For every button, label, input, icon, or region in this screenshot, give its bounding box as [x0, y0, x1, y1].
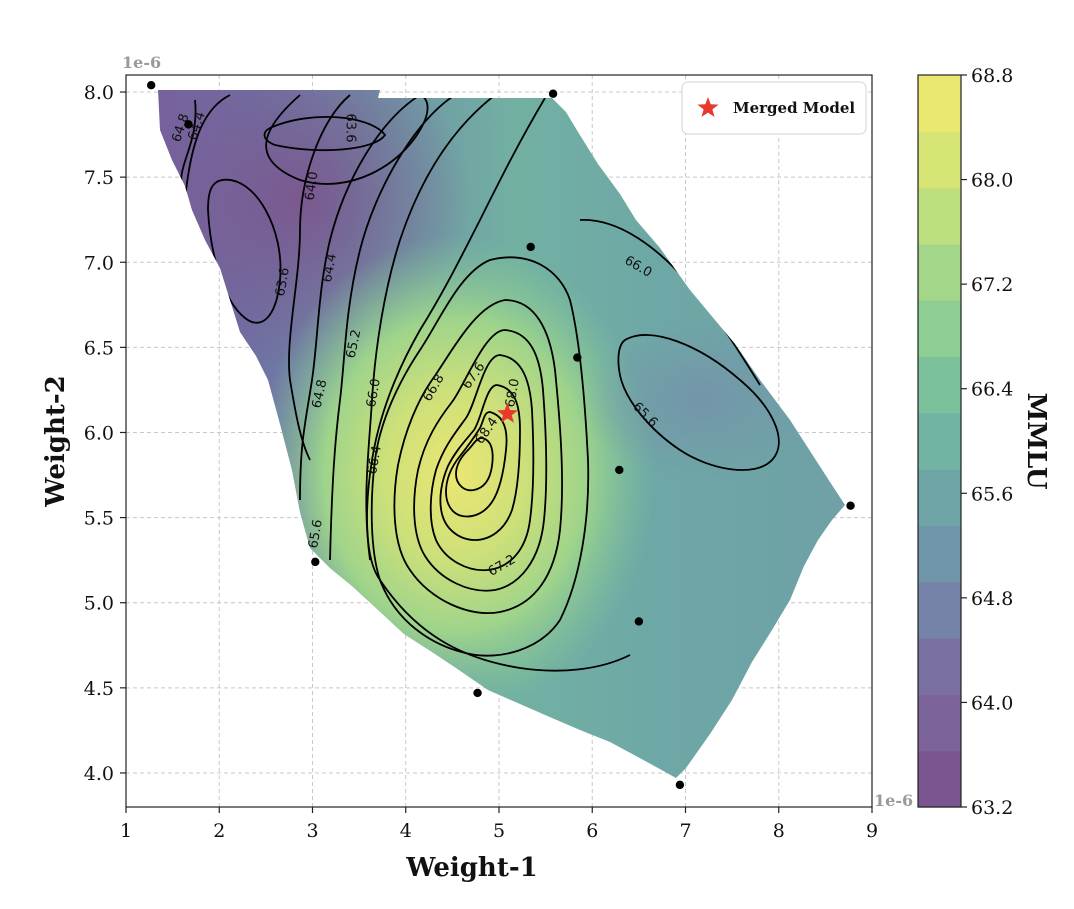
colorbar-tick-label: 67.2 — [971, 274, 1013, 296]
contour-label: 64.8 — [310, 378, 331, 409]
colorbar-tick-label: 68.8 — [971, 65, 1013, 87]
colorbar-band — [918, 525, 961, 583]
colorbar — [917, 74, 962, 808]
data-point — [548, 89, 558, 98]
data-point — [184, 120, 193, 129]
x-tick-label: 2 — [213, 820, 225, 842]
contour-line — [393, 299, 563, 614]
colorbar-band — [918, 581, 961, 639]
contour-line — [207, 178, 282, 324]
y-tick-label: 5.5 — [84, 508, 114, 530]
x-tick-label: 3 — [306, 820, 318, 842]
x-axis-ticks: 1 2 3 4 5 6 7 8 9 — [120, 807, 878, 842]
colorbar-band — [918, 356, 961, 414]
contour-label: 64.4 — [320, 252, 340, 283]
contour-line — [263, 116, 387, 152]
merged-model-star — [496, 402, 518, 423]
contour-label: 65.6 — [306, 518, 326, 549]
legend-star-icon — [697, 97, 719, 117]
data-points — [146, 81, 855, 790]
y-tick-label: 6.5 — [84, 337, 114, 359]
colorbar-tick-label: 64.0 — [971, 692, 1013, 714]
colorbar-tick-label: 66.4 — [971, 379, 1013, 401]
data-point — [473, 688, 482, 698]
colorbar-ticks: 63.2 64.0 64.8 65.6 66.4 67.2 68.0 68.8 — [961, 65, 1013, 819]
legend-label: Merged Model — [733, 99, 855, 117]
contour-line — [445, 411, 508, 518]
contour-lines — [180, 94, 780, 672]
y-tick-label: 5.0 — [84, 593, 114, 615]
x-tick-label: 7 — [679, 820, 691, 842]
x-tick-label: 4 — [400, 820, 412, 842]
data-point — [146, 81, 156, 90]
contour-fill-region — [158, 90, 845, 778]
colorbar-band — [918, 694, 961, 752]
contour-label: 65.2 — [344, 328, 365, 359]
contour-line — [439, 384, 521, 541]
contour-line — [429, 354, 535, 572]
merged-model-marker — [496, 402, 518, 423]
colorbar-band — [918, 187, 961, 245]
contour-line — [288, 94, 351, 461]
y-tick-label: 7.0 — [84, 252, 114, 274]
x-offset-label: 1e-6 — [874, 791, 913, 810]
colorbar-frame — [917, 74, 962, 808]
y-tick-label: 4.0 — [84, 763, 114, 785]
colorbar-band — [918, 243, 961, 301]
colorbar-tick-label: 64.8 — [971, 588, 1013, 610]
contour-line — [299, 94, 421, 501]
y-offset-label: 1e-6 — [122, 53, 161, 72]
contour-label: 66.0 — [364, 377, 384, 408]
colorbar-tick-label: 68.0 — [971, 170, 1013, 192]
data-point — [846, 501, 855, 510]
contour-label: 64.0 — [303, 171, 322, 202]
legend-box — [681, 81, 867, 135]
data-point — [526, 242, 535, 252]
y-axis-ticks: 4.0 4.5 5.0 5.5 6.0 6.5 7.0 7.5 8.0 — [84, 82, 126, 785]
contour-label: 66.4 — [365, 444, 385, 475]
colorbar-band — [918, 750, 961, 808]
y-tick-label: 4.5 — [84, 678, 114, 700]
data-point — [615, 465, 624, 475]
x-tick-label: 5 — [493, 820, 505, 842]
contour-line — [413, 329, 548, 592]
data-point — [634, 617, 644, 626]
colorbar-band — [918, 300, 961, 358]
colorbar-tick-label: 63.2 — [971, 797, 1013, 819]
colorbar-band — [918, 412, 961, 470]
x-tick-label: 6 — [586, 820, 598, 842]
contour-line — [366, 97, 631, 672]
colorbar-tick-label: 65.6 — [971, 483, 1013, 505]
x-tick-label: 8 — [773, 820, 785, 842]
colorbar-band — [918, 638, 961, 695]
colorbar-band — [918, 131, 961, 189]
y-axis-label: Weight-2 — [41, 375, 71, 507]
contour-line — [617, 334, 780, 471]
data-point — [675, 780, 685, 790]
data-point — [311, 557, 320, 567]
y-tick-label: 8.0 — [84, 82, 114, 104]
colorbar-band — [918, 75, 961, 132]
y-tick-label: 6.0 — [84, 422, 114, 444]
data-point — [573, 353, 582, 362]
contour-line — [370, 256, 590, 657]
contour-label: 63.6 — [273, 266, 293, 297]
contour-label: 63.6 — [343, 114, 358, 143]
x-tick-label: 1 — [120, 820, 132, 842]
contour-line — [455, 437, 494, 492]
legend: Merged Model — [681, 81, 867, 135]
x-tick-label: 9 — [866, 820, 878, 842]
contour-line — [365, 94, 496, 561]
colorbar-label: MMLU — [1021, 392, 1051, 489]
contour-label: 68.0 — [503, 377, 523, 408]
x-axis-label: Weight-1 — [405, 853, 537, 883]
colorbar-band — [918, 469, 961, 527]
y-tick-label: 7.5 — [84, 167, 114, 189]
contour-line — [329, 94, 456, 561]
